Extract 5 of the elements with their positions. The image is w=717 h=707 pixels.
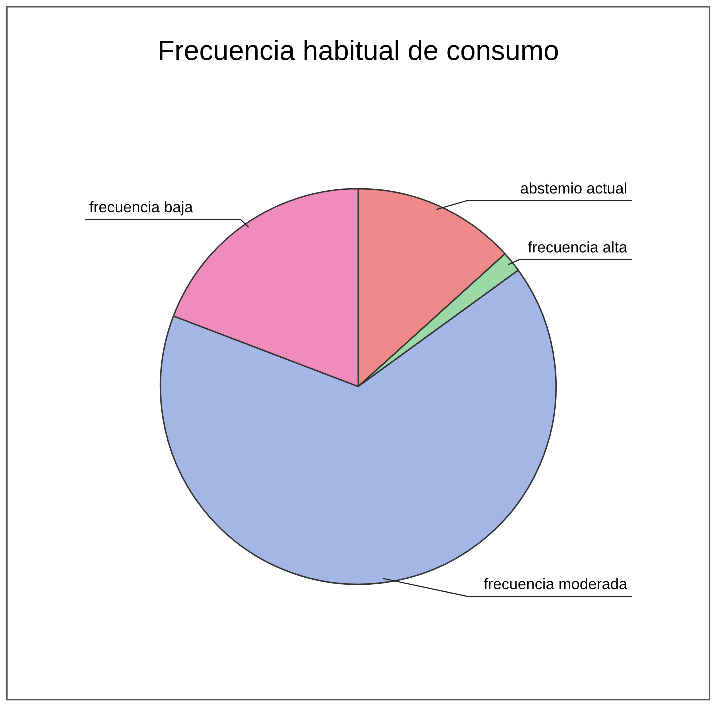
slice-label: frecuencia baja xyxy=(90,201,194,216)
slice-label: frecuencia alta xyxy=(528,242,628,253)
chart-title: Frecuencia habitual de consumo xyxy=(160,40,558,60)
slice-label: frecuencia moderada xyxy=(484,578,628,590)
slice-label: abstemio actual xyxy=(521,182,626,194)
